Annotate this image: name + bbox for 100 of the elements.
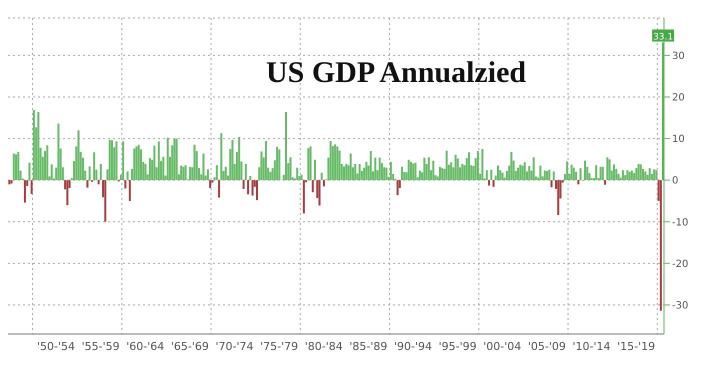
bar bbox=[604, 180, 606, 185]
bar bbox=[37, 112, 40, 180]
bar bbox=[140, 149, 142, 180]
bar bbox=[575, 172, 578, 180]
bar bbox=[519, 164, 522, 180]
bar bbox=[423, 158, 426, 180]
bar bbox=[122, 141, 124, 180]
x-tick-label: '55-'59 bbox=[82, 340, 120, 353]
x-tick-label: '10-'14 bbox=[572, 340, 610, 353]
bar bbox=[206, 169, 209, 180]
bar bbox=[136, 146, 138, 180]
bar bbox=[158, 141, 160, 180]
data-label: 33.1 bbox=[653, 32, 674, 43]
bar bbox=[46, 145, 48, 180]
bar bbox=[148, 158, 151, 180]
bar bbox=[8, 180, 10, 184]
bar bbox=[492, 180, 495, 187]
bar bbox=[231, 140, 234, 180]
x-tick-label: '00-'04 bbox=[483, 340, 522, 353]
bar bbox=[572, 168, 575, 180]
bar bbox=[615, 168, 618, 180]
bar bbox=[481, 148, 484, 180]
bar bbox=[524, 162, 526, 180]
bar bbox=[247, 180, 250, 194]
bar bbox=[104, 180, 106, 222]
bar bbox=[550, 180, 553, 188]
bar bbox=[496, 166, 499, 180]
bar bbox=[532, 157, 535, 180]
bar bbox=[450, 162, 452, 180]
bar bbox=[50, 164, 53, 180]
bar bbox=[12, 154, 15, 180]
bar bbox=[252, 180, 254, 196]
bar bbox=[289, 157, 292, 180]
bar bbox=[522, 166, 524, 180]
y-tick-label: -10 bbox=[672, 217, 688, 228]
bar bbox=[189, 166, 192, 180]
bar bbox=[414, 162, 416, 180]
bar bbox=[635, 168, 638, 180]
y-tick-label: 30 bbox=[672, 50, 685, 62]
bar bbox=[153, 146, 156, 180]
bar bbox=[626, 170, 628, 180]
bar bbox=[602, 166, 604, 180]
x-tick-label: '90-'94 bbox=[394, 340, 432, 353]
bar bbox=[365, 162, 368, 180]
bar bbox=[456, 158, 459, 180]
x-tick-label: '05-'09 bbox=[528, 340, 566, 353]
bar bbox=[350, 154, 352, 180]
bar bbox=[660, 180, 662, 311]
bar bbox=[184, 165, 187, 180]
bar bbox=[390, 162, 392, 180]
bar bbox=[608, 159, 611, 180]
bar bbox=[216, 165, 218, 180]
bar bbox=[224, 166, 227, 180]
bar bbox=[296, 168, 298, 180]
bar bbox=[546, 171, 548, 180]
bar bbox=[133, 148, 136, 180]
bar bbox=[260, 151, 262, 180]
y-tick-label: 10 bbox=[672, 134, 685, 146]
bar bbox=[486, 170, 488, 180]
bar bbox=[138, 144, 140, 180]
bar bbox=[490, 170, 492, 180]
bar bbox=[108, 140, 111, 180]
bar bbox=[334, 144, 336, 180]
bar bbox=[570, 164, 573, 180]
bar bbox=[396, 180, 399, 196]
bar bbox=[238, 136, 240, 180]
bar bbox=[648, 168, 651, 180]
bar bbox=[432, 160, 434, 180]
bar bbox=[180, 166, 182, 180]
bar bbox=[580, 168, 582, 180]
bar bbox=[358, 164, 361, 180]
bar bbox=[584, 160, 586, 180]
bar bbox=[428, 157, 430, 180]
bar bbox=[642, 168, 644, 180]
bar bbox=[278, 149, 280, 180]
bar bbox=[322, 180, 325, 186]
bar bbox=[336, 146, 338, 180]
bar bbox=[115, 141, 118, 180]
bar bbox=[501, 172, 504, 180]
bar bbox=[441, 168, 444, 180]
bar bbox=[488, 180, 490, 186]
bar bbox=[126, 171, 129, 180]
x-tick-label: '65-'69 bbox=[170, 340, 209, 353]
bar bbox=[383, 167, 386, 180]
x-tick-label: '75-'79 bbox=[260, 340, 298, 353]
bar bbox=[218, 180, 220, 198]
bar bbox=[476, 151, 479, 180]
bar bbox=[173, 138, 176, 180]
bar bbox=[320, 172, 323, 180]
bar bbox=[242, 180, 245, 189]
bar bbox=[401, 166, 404, 180]
bar bbox=[318, 180, 320, 206]
bar bbox=[24, 180, 26, 203]
bar bbox=[312, 180, 314, 192]
bar bbox=[438, 166, 441, 180]
bar bbox=[552, 171, 555, 180]
bar bbox=[57, 124, 60, 180]
bar bbox=[354, 164, 356, 180]
bar bbox=[640, 164, 642, 180]
bar bbox=[468, 152, 470, 180]
